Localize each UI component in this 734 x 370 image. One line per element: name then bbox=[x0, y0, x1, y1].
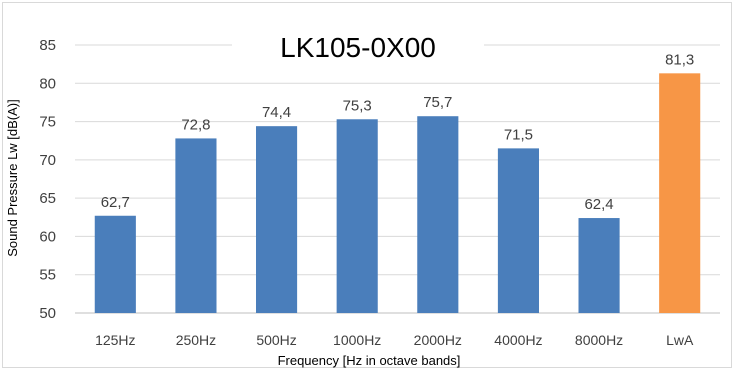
y-axis-ticks: 50 55 60 65 70 75 80 85 bbox=[39, 37, 56, 322]
x-tick-label: 125Hz bbox=[95, 332, 135, 348]
bar-2000hz bbox=[417, 116, 459, 313]
x-tick-label: 500Hz bbox=[256, 332, 296, 348]
y-tick-label: 75 bbox=[39, 114, 56, 131]
bar-125hz bbox=[94, 215, 136, 313]
y-tick-label: 80 bbox=[39, 75, 56, 92]
y-axis-title: Sound Pressure Lw [dB(A)] bbox=[5, 99, 20, 257]
y-tick-label: 55 bbox=[39, 267, 56, 284]
x-tick-label: 250Hz bbox=[176, 332, 216, 348]
chart-title: LK105-0X00 bbox=[280, 32, 436, 63]
x-axis-title: Frequency [Hz in octave bands] bbox=[278, 353, 461, 368]
bar-lwa bbox=[659, 73, 701, 314]
y-tick-label: 65 bbox=[39, 190, 56, 207]
data-label-8000hz: 62,4 bbox=[584, 196, 613, 213]
x-tick-label: 4000Hz bbox=[494, 332, 542, 348]
data-label-250hz: 72,8 bbox=[181, 116, 210, 133]
bar-500hz bbox=[256, 126, 298, 313]
bar-8000hz bbox=[578, 218, 620, 313]
x-tick-label: LwA bbox=[666, 332, 694, 348]
data-label-4000hz: 71,5 bbox=[504, 126, 533, 143]
data-label-125hz: 62,7 bbox=[101, 194, 130, 211]
y-tick-label: 60 bbox=[39, 228, 56, 245]
data-label-500hz: 74,4 bbox=[262, 104, 291, 121]
data-label-2000hz: 75,7 bbox=[423, 94, 452, 111]
data-label-1000hz: 75,3 bbox=[343, 97, 372, 114]
x-tick-label: 8000Hz bbox=[575, 332, 623, 348]
data-labels: 62,7 72,8 74,4 75,3 75,7 71,5 62,4 81,3 bbox=[101, 51, 695, 213]
y-tick-label: 50 bbox=[39, 305, 56, 322]
bar-4000hz bbox=[497, 148, 539, 313]
bars bbox=[94, 73, 701, 314]
x-tick-label: 1000Hz bbox=[333, 332, 381, 348]
y-tick-label: 70 bbox=[39, 152, 56, 169]
x-axis-ticks: 125Hz 250Hz 500Hz 1000Hz 2000Hz 4000Hz 8000Hz L… bbox=[95, 332, 694, 348]
x-tick-label: 2000Hz bbox=[414, 332, 462, 348]
data-label-lwa: 81,3 bbox=[665, 51, 694, 68]
title-background bbox=[232, 20, 484, 72]
bar-250hz bbox=[175, 138, 217, 313]
y-tick-label: 85 bbox=[39, 37, 56, 54]
bar-1000hz bbox=[336, 119, 378, 313]
